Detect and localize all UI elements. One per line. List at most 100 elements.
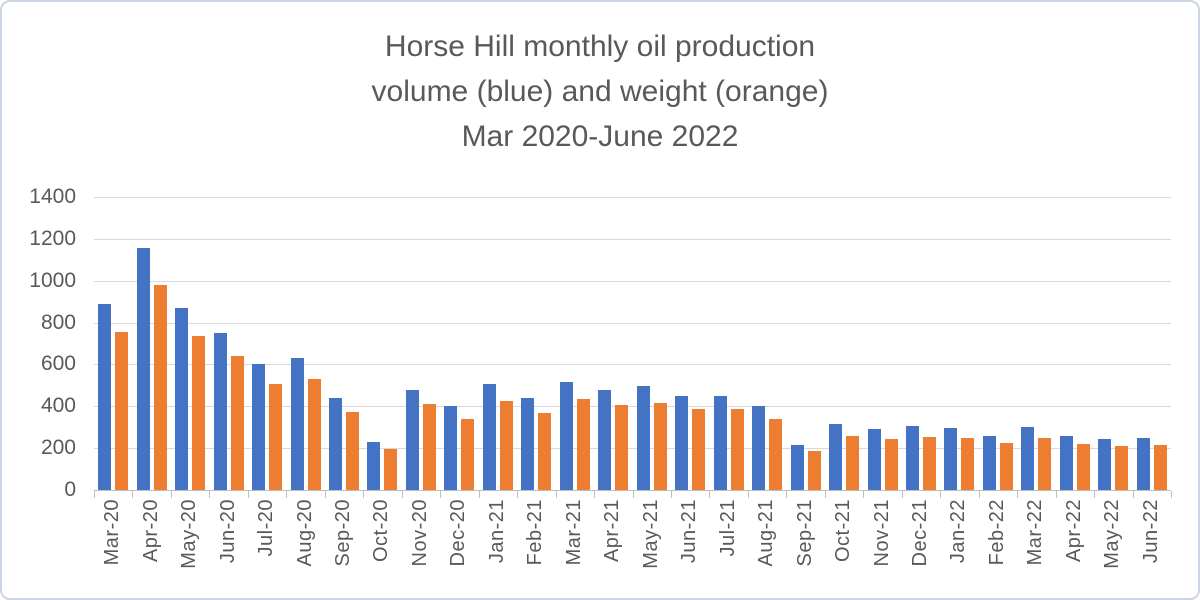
- chart-title-line-3: Mar 2020-June 2022: [461, 120, 739, 153]
- x-axis-label: Jun-21: [678, 499, 702, 569]
- bar-volume-Jun-20: [213, 333, 227, 490]
- x-axis-label-text: Jun-22: [1139, 499, 1162, 564]
- bar-volume-May-22: [1098, 438, 1112, 490]
- bar-weight-Aug-21: [769, 418, 783, 490]
- bar-weight-Mar-22: [1038, 437, 1052, 490]
- x-axis-label-text: Sep-20: [332, 499, 355, 567]
- x-axis-label: Mar-21: [563, 499, 587, 571]
- chart-title: Horse Hill monthly oil production volume…: [2, 24, 1198, 159]
- x-axis-tick: [940, 491, 942, 498]
- x-axis-tick: [170, 491, 172, 498]
- x-axis-label-text: Feb-22: [985, 499, 1008, 566]
- gridline-y-400: [94, 406, 1171, 408]
- x-axis-label-text: Aug-21: [755, 499, 778, 567]
- bar-volume-Feb-21: [521, 397, 535, 490]
- bar-weight-Jun-21: [692, 409, 706, 490]
- x-axis-label-text: Apr-22: [1062, 499, 1085, 563]
- y-axis-label: 1400: [29, 185, 76, 208]
- x-axis-tick: [440, 491, 442, 498]
- bar-weight-May-21: [653, 403, 667, 490]
- bar-weight-Jul-20: [269, 384, 283, 490]
- x-axis-label-text: Apr-21: [601, 499, 624, 563]
- x-axis-label-text: Mar-22: [1024, 499, 1047, 566]
- x-axis-label: Apr-20: [140, 499, 164, 568]
- x-axis-label: May-20: [178, 499, 202, 575]
- x-axis-tick: [1017, 491, 1019, 498]
- x-axis-label: Jul-20: [255, 499, 279, 562]
- x-axis-label: Feb-21: [524, 499, 548, 571]
- bar-weight-Dec-21: [922, 436, 936, 490]
- y-axis-label: 1000: [29, 268, 76, 292]
- x-axis-label-text: Oct-20: [370, 499, 393, 563]
- x-axis-label-text: Feb-21: [524, 499, 547, 566]
- gridline-y-1200: [94, 238, 1171, 240]
- bar-volume-Aug-20: [290, 358, 304, 490]
- bar-volume-Dec-21: [905, 426, 919, 490]
- x-axis-label: Dec-21: [909, 499, 933, 572]
- x-axis-tick: [709, 491, 711, 498]
- x-axis-label: Jul-21: [717, 499, 741, 562]
- bar-volume-Jun-22: [1136, 437, 1150, 490]
- x-axis-tick: [632, 491, 634, 498]
- bar-volume-Aug-21: [752, 406, 766, 490]
- x-axis-label-text: Nov-20: [408, 499, 431, 567]
- x-axis-label: Aug-21: [755, 499, 779, 573]
- x-axis-tick: [747, 491, 749, 498]
- x-axis-label: Jun-22: [1140, 499, 1164, 569]
- x-axis-label: Feb-22: [986, 499, 1010, 571]
- x-axis-tick: [209, 491, 211, 498]
- x-axis-label: Jan-22: [947, 499, 971, 569]
- bar-weight-Apr-21: [615, 405, 629, 490]
- bar-weight-Feb-22: [999, 442, 1013, 490]
- bar-volume-Feb-22: [982, 435, 996, 490]
- x-axis-tick: [786, 491, 788, 498]
- bar-volume-Jul-21: [713, 395, 727, 490]
- x-axis-tick: [363, 491, 365, 498]
- x-axis-label: May-22: [1101, 499, 1125, 575]
- bar-volume-Dec-20: [444, 406, 458, 490]
- y-axis-label: 400: [40, 394, 76, 418]
- x-axis-label: Jun-20: [217, 499, 241, 569]
- x-axis-label-text: May-22: [1101, 499, 1124, 569]
- x-axis-label: Mar-22: [1024, 499, 1048, 571]
- x-axis-tick: [670, 491, 672, 498]
- gridline-y-600: [94, 364, 1171, 366]
- bar-weight-Mar-20: [115, 331, 129, 490]
- x-axis-label-text: May-21: [639, 499, 662, 569]
- bar-weight-Jun-22: [1153, 445, 1167, 490]
- bar-weight-May-22: [1115, 446, 1129, 490]
- chart-title-line-1: Horse Hill monthly oil production: [384, 30, 816, 63]
- x-axis-label-text: Jun-20: [216, 499, 239, 564]
- bar-volume-Oct-20: [367, 441, 381, 490]
- bar-volume-Sep-21: [790, 445, 804, 490]
- x-axis-tick: [132, 491, 134, 498]
- x-axis-label: Jan-21: [486, 499, 510, 569]
- gridline-y-800: [94, 322, 1171, 324]
- bar-weight-Sep-21: [807, 451, 821, 490]
- x-axis-label: Oct-21: [832, 499, 856, 568]
- bar-volume-Apr-21: [598, 389, 612, 490]
- bar-volume-Nov-21: [867, 429, 881, 490]
- x-axis-tick: [1132, 491, 1134, 498]
- bar-volume-Mar-20: [98, 303, 112, 490]
- x-axis-label-text: Sep-21: [793, 499, 816, 567]
- x-axis-label-text: Apr-20: [139, 499, 162, 563]
- x-axis-tick: [555, 491, 557, 498]
- x-axis-label-text: Jun-21: [678, 499, 701, 564]
- bar-weight-Feb-21: [538, 412, 552, 490]
- x-axis-label: Dec-20: [447, 499, 471, 572]
- bar-weight-Aug-20: [307, 379, 321, 490]
- x-axis-label: Sep-20: [332, 499, 356, 573]
- y-axis-label: 800: [40, 310, 76, 334]
- x-axis-tick: [594, 491, 596, 498]
- x-axis-label-text: Jul-20: [255, 499, 278, 557]
- x-axis-label-text: Dec-21: [908, 499, 931, 567]
- x-axis-tick: [247, 491, 249, 498]
- bar-weight-Dec-20: [461, 418, 475, 490]
- x-axis-label-text: Nov-21: [870, 499, 893, 567]
- x-axis-tick: [1171, 491, 1172, 498]
- bar-weight-Sep-20: [346, 411, 360, 490]
- gridline-y-1000: [94, 280, 1171, 282]
- x-axis-label: Apr-22: [1063, 499, 1087, 568]
- x-axis-label: Aug-20: [294, 499, 318, 573]
